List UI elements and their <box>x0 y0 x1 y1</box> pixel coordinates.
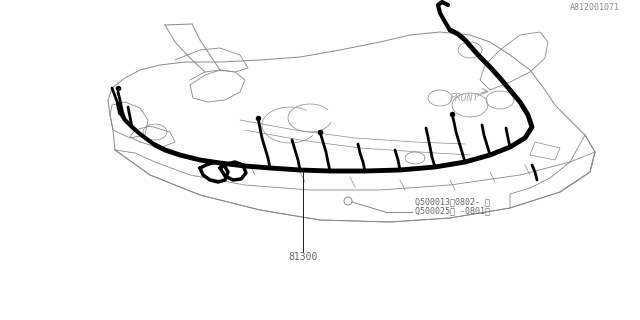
Text: 81300: 81300 <box>288 252 317 262</box>
Text: Q500013（0802- ）: Q500013（0802- ） <box>415 197 490 206</box>
Text: FRONT: FRONT <box>450 93 479 103</box>
Text: Q500025（ -0801）: Q500025（ -0801） <box>415 206 490 215</box>
Text: A812001071: A812001071 <box>570 3 620 12</box>
